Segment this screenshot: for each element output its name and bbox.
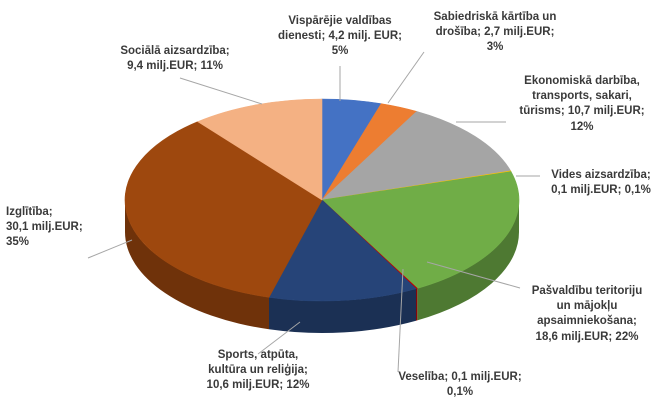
label-line: Vispārējie valdības: [288, 15, 392, 27]
pie-slice-izglitiba: [124, 121, 323, 298]
pie-slice-sports-atputa-kultura-un-religija: [268, 199, 417, 302]
leader-line-sabiedriska-kartiba-un-drosiba: [387, 51, 425, 104]
label-sports-atputa: Sports, atpūta, kultūra un reliģija; 10,…: [196, 348, 320, 394]
label-line: 3%: [486, 41, 504, 54]
label-line: kultūra un reliģija;: [208, 364, 308, 377]
label-line: Pašvaldību teritoriju: [531, 285, 643, 297]
pie-3d-sides: [125, 200, 519, 333]
label-pasvaldibu-teritoriju: Pašvaldību teritoriju un mājokļu apsaimn…: [518, 284, 656, 345]
label-line: 35%: [6, 236, 30, 249]
label-line: 10,6 milj.EUR; 12%: [206, 379, 310, 392]
label-veseliba: Veselība; 0,1 milj.EUR; 0,1%: [385, 370, 535, 400]
label-line: 18,6 milj.EUR; 22%: [535, 330, 639, 343]
label-line: transports, sakari,: [532, 90, 632, 103]
label-visparejie-valdibas-dienesti: Vispārējie valdības dienesti; 4,2 milj. …: [265, 14, 415, 60]
leader-line-pasvaldibu-teritoriju-un-majoklu-apsaimniekosana: [426, 261, 521, 289]
label-line: Izglītība;: [6, 206, 53, 218]
label-vides-aizsardziba: Vides aizsardzība; 0,1 milj.EUR; 0,1%: [540, 168, 662, 198]
label-sociala-aizsardziba: Sociālā aizsardzība; 9,4 milj.EUR; 11%: [100, 44, 250, 74]
label-line: Vides aizsardzība;: [551, 169, 651, 181]
label-line: apsaimniekošana;: [537, 315, 637, 328]
label-line: 9,4 milj.EUR; 11%: [127, 60, 223, 73]
pie-top-faces: [124, 98, 520, 302]
label-line: 0,1%: [446, 386, 474, 399]
label-line: tūrisms; 10,7 milj.EUR;: [519, 105, 645, 118]
leader-line-izglitiba: [87, 239, 133, 259]
label-line: Sports, atpūta,: [217, 349, 299, 361]
label-line: drošība; 2,7 milj.EUR;: [435, 26, 555, 39]
label-line: Veselība; 0,1 milj.EUR;: [398, 371, 522, 383]
label-line: Ekonomiskā darbība,: [524, 75, 640, 87]
label-line: Sociālā aizsardzība;: [120, 45, 230, 57]
leader-line-sociala-aizsardziba: [179, 77, 263, 105]
leader-line-sports-atputa-kultura-un-religija: [257, 321, 301, 355]
pie-slice-ekonomiska-darbiba-transports-sakari-turisms: [321, 111, 512, 201]
label-line: un mājokļu: [556, 300, 618, 313]
label-sabiedriska-kartiba: Sabiedriskā kārtība un drošība; 2,7 milj…: [410, 10, 580, 56]
label-line: 0,1 milj.EUR; 0,1%: [551, 184, 651, 197]
label-line: 5%: [331, 45, 349, 58]
label-line: Sabiedriskā kārtība un: [433, 11, 557, 23]
pie-slice-pasvaldibu-teritoriju-un-majoklu-apsaimniekosana: [321, 171, 520, 289]
label-ekonomiska-darbiba: Ekonomiskā darbība, transports, sakari, …: [512, 74, 652, 135]
label-line: dienesti; 4,2 milj. EUR;: [278, 30, 402, 43]
pie-side-pasvaldibu-teritoriju-un-majoklu-apsaimniekosana: [417, 200, 519, 321]
pie-side-sports-atputa-kultura-un-religija: [268, 288, 417, 333]
leader-line-veseliba: [397, 268, 404, 373]
label-line: 30,1 milj.EUR;: [6, 221, 83, 234]
label-izglitiba: Izglītība; 30,1 milj.EUR; 35%: [6, 205, 106, 251]
pie-side-izglitiba: [125, 200, 269, 330]
label-line: 12%: [570, 120, 594, 133]
pie-slice-sociala-aizsardziba: [197, 98, 323, 201]
pie-side-veseliba: [416, 288, 418, 321]
leader-lines: [87, 51, 540, 373]
